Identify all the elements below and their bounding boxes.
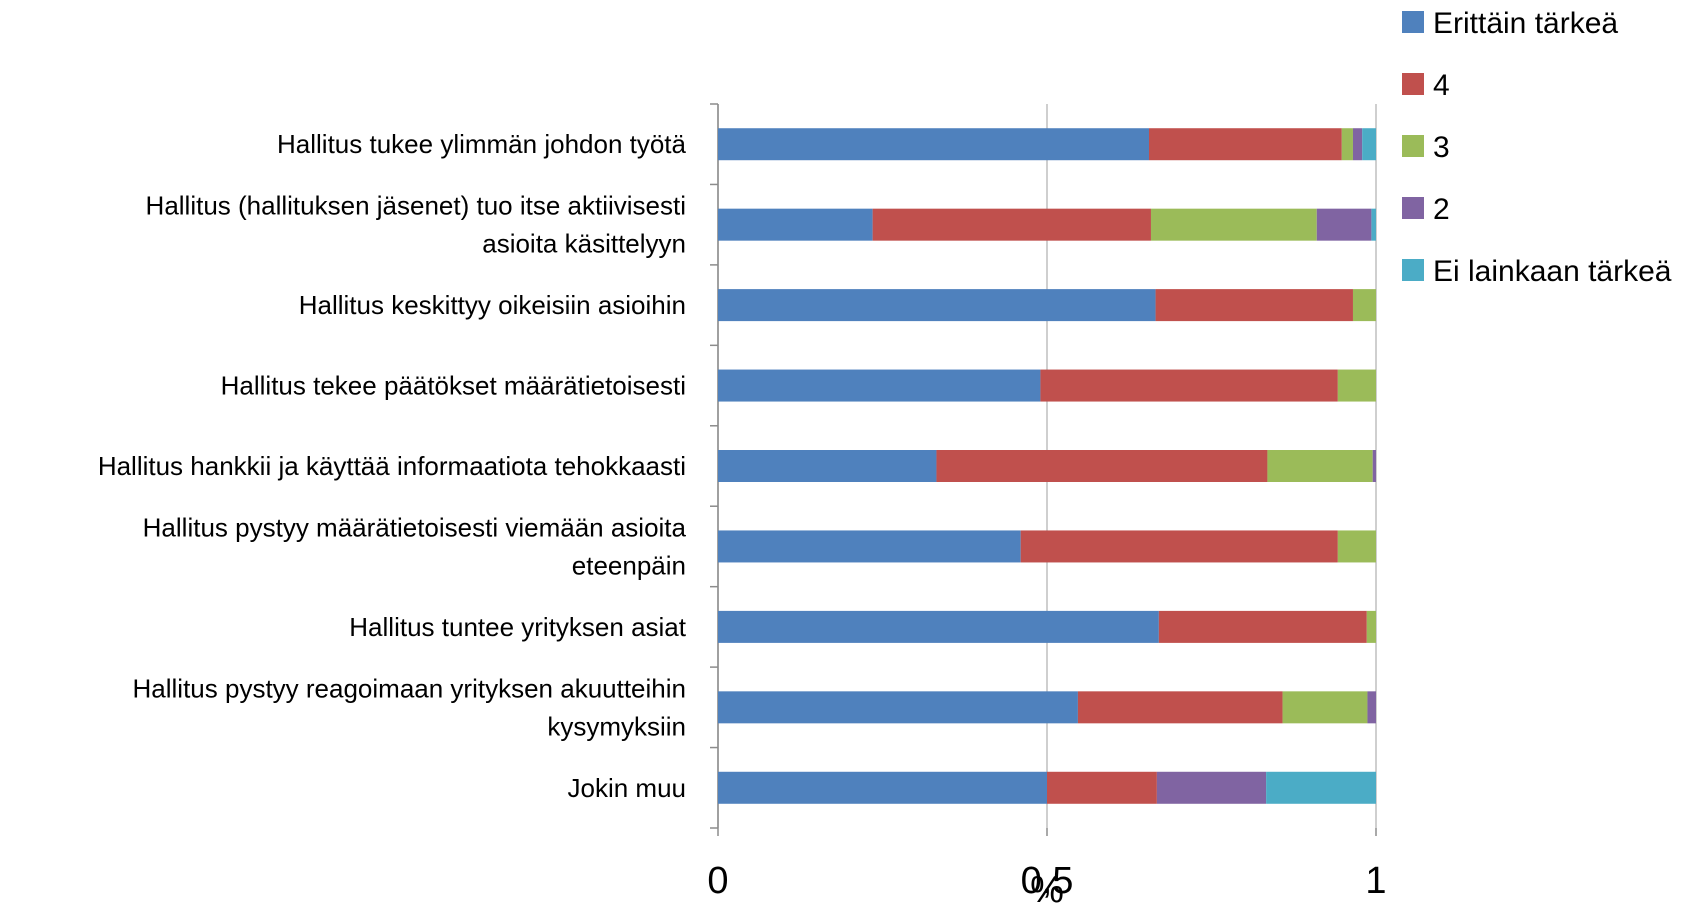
legend-swatch-5 xyxy=(1402,259,1424,281)
bar-segment-row5-series2 xyxy=(936,450,1268,482)
bar-segment-row6-series3 xyxy=(1337,530,1376,563)
bar-segment-row1-series2 xyxy=(1148,128,1342,161)
category-label-3: Hallitus keskittyy oikeisiin asioihin xyxy=(299,290,686,320)
bar-segment-row9-series5 xyxy=(1266,771,1376,804)
category-label-5: Hallitus hankkii ja käyttää informaatiot… xyxy=(98,451,686,481)
category-label-6-line1: Hallitus pystyy määrätietoisesti viemään… xyxy=(143,512,687,542)
category-label-6-line2: eteenpäin xyxy=(572,550,686,580)
bar-segment-row4-series2 xyxy=(1040,369,1338,402)
x-tick-label-1: 0,5 xyxy=(1021,860,1074,902)
category-label-8-line2: kysymyksiin xyxy=(547,711,686,741)
bar-segment-row9-series1 xyxy=(718,771,1047,804)
bar-segment-row3-series1 xyxy=(718,289,1156,322)
bar-segment-row6-series1 xyxy=(718,530,1021,563)
bar-segment-row8-series4 xyxy=(1367,691,1376,724)
bar-segment-row2-series1 xyxy=(718,208,873,241)
bar-segment-row6-series2 xyxy=(1020,530,1338,563)
bar-segment-row8-series2 xyxy=(1077,691,1283,724)
bar-segment-row4-series3 xyxy=(1337,369,1376,402)
bar-segment-row8-series3 xyxy=(1282,691,1368,724)
bar-segment-row9-series4 xyxy=(1156,771,1267,804)
bar-segment-row5-series3 xyxy=(1267,450,1373,482)
legend-label-1: Erittäin tärkeä xyxy=(1433,7,1618,40)
legend-label-4: 2 xyxy=(1433,193,1450,226)
bar-segment-row7-series2 xyxy=(1158,610,1367,643)
bar-segment-row2-series2 xyxy=(872,208,1151,241)
x-axis-title: % xyxy=(1030,869,1064,907)
category-label-1: Hallitus tukee ylimmän johdon työtä xyxy=(277,129,687,159)
category-label-7: Hallitus tuntee yrityksen asiat xyxy=(349,612,686,642)
legend-swatch-4 xyxy=(1402,197,1424,219)
bar-segment-row4-series1 xyxy=(718,369,1041,402)
x-tick-label-0: 0 xyxy=(707,860,728,902)
x-tick-label-2: 1 xyxy=(1365,860,1386,902)
category-label-4: Hallitus tekee päätökset määrätietoisest… xyxy=(221,371,686,401)
bar-segment-row1-series3 xyxy=(1341,128,1353,161)
bar-segment-row2-series4 xyxy=(1316,208,1372,241)
legend-swatch-1 xyxy=(1402,11,1424,33)
bar-segment-row1-series1 xyxy=(718,128,1149,161)
bar-segment-row3-series3 xyxy=(1352,289,1376,322)
bar-segment-row2-series3 xyxy=(1150,208,1317,241)
bar-segment-row1-series5 xyxy=(1362,128,1376,161)
legend-label-5: Ei lainkaan tärkeä xyxy=(1433,255,1672,288)
category-label-2-line2: asioita käsittelyyn xyxy=(482,229,686,259)
bar-segment-row9-series2 xyxy=(1047,771,1157,804)
category-label-8-line1: Hallitus pystyy reagoimaan yrityksen aku… xyxy=(133,673,686,703)
bar-segment-row7-series3 xyxy=(1366,610,1376,643)
category-label-2-line1: Hallitus (hallituksen jäsenet) tuo itse … xyxy=(146,191,686,221)
bar-segment-row8-series1 xyxy=(718,691,1078,724)
bar-segment-row7-series1 xyxy=(718,610,1159,643)
bar-segment-row5-series4 xyxy=(1372,450,1376,482)
bar-segment-row1-series4 xyxy=(1352,128,1363,161)
legend-label-3: 3 xyxy=(1433,131,1450,164)
bar-segment-row3-series2 xyxy=(1155,289,1353,322)
category-label-9: Jokin muu xyxy=(568,773,687,803)
legend-swatch-3 xyxy=(1402,135,1424,157)
legend-label-2: 4 xyxy=(1433,69,1450,102)
bar-segment-row5-series1 xyxy=(718,450,937,482)
legend-swatch-2 xyxy=(1402,73,1424,95)
bar-segment-row2-series5 xyxy=(1371,208,1376,241)
